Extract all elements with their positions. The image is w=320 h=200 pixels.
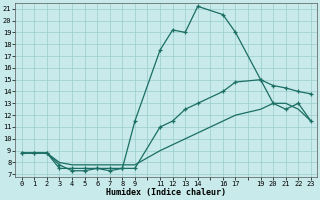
X-axis label: Humidex (Indice chaleur): Humidex (Indice chaleur) — [106, 188, 226, 197]
